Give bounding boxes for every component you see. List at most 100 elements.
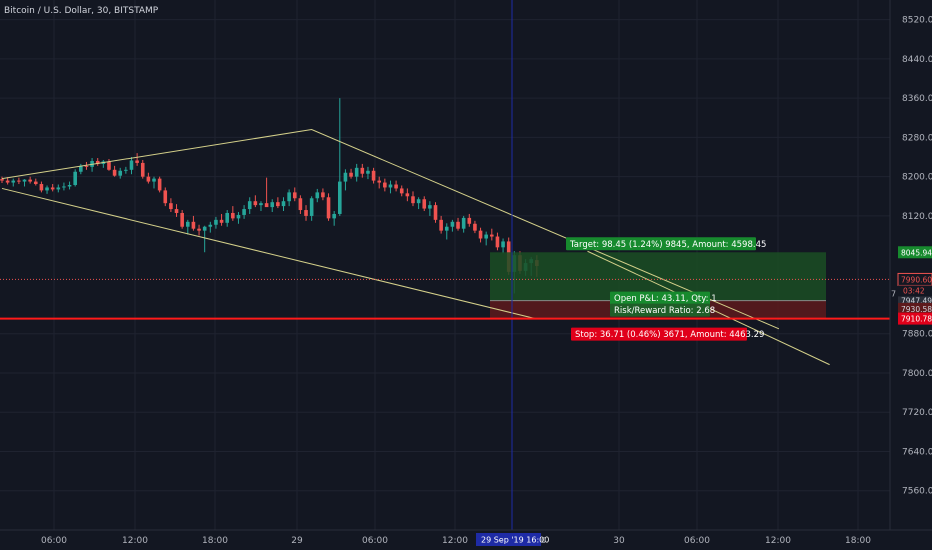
- candle-body: [315, 192, 320, 199]
- price-tick-label: 7560.00: [902, 487, 932, 497]
- candle-body: [169, 203, 173, 210]
- candle-body: [185, 221, 190, 227]
- price-tick-label: 8120.00: [902, 212, 932, 222]
- candle-body: [304, 210, 308, 216]
- candle-body: [439, 219, 443, 231]
- price-tick-label: 8360.00: [902, 94, 932, 104]
- time-tick-label: 30: [613, 536, 625, 546]
- candle-body: [225, 212, 229, 223]
- price-axis-marker: [898, 312, 932, 325]
- candle-body: [309, 198, 314, 216]
- candle-body: [146, 176, 151, 182]
- candle-body: [405, 193, 410, 197]
- price-tick-label: 8520.00: [902, 16, 932, 26]
- chart-title: Bitcoin / U.S. Dollar, 30, BITSTAMP: [4, 6, 159, 16]
- risk-reward-label-box: [610, 303, 710, 317]
- candle-body: [450, 221, 455, 227]
- candle-body: [388, 184, 393, 188]
- price-tick-label: 7880.00: [902, 330, 932, 340]
- countdown-text: 03:42: [903, 286, 925, 295]
- candle-body: [236, 214, 241, 219]
- price-axis-marker: [898, 302, 932, 315]
- trend-line: [1, 129, 780, 330]
- candle-body: [377, 180, 382, 183]
- candle-body: [321, 192, 325, 198]
- candle-body: [495, 236, 500, 248]
- time-tick-label: 12:00: [442, 536, 468, 546]
- candle-body: [501, 241, 505, 248]
- price-tick-label: 7640.00: [902, 447, 932, 457]
- candle-body: [22, 179, 27, 182]
- candle-body: [118, 170, 123, 176]
- candle-body: [366, 170, 370, 174]
- cursor-time-box: [476, 533, 541, 546]
- candle-body: [84, 165, 89, 167]
- time-tick-label: 06:00: [684, 536, 710, 546]
- candle-body: [259, 203, 263, 206]
- candle-body: [456, 221, 460, 229]
- candle-body: [152, 178, 156, 182]
- stop-label-text: Stop: 36.71 (0.46%) 3671, Amount: 4463.2…: [575, 330, 764, 340]
- candle-body: [214, 219, 218, 225]
- candle-body: [360, 167, 365, 174]
- candle-body: [33, 181, 38, 185]
- time-axis[interactable]: 06:00 12:00 18:00 29 06:00 12:00 30 06:00 12:00 1…: [0, 529, 932, 550]
- candle-body: [17, 180, 21, 182]
- candle-body: [242, 209, 246, 215]
- candle-body: [28, 179, 32, 182]
- time-tick-label: 18:00: [202, 536, 228, 546]
- candle-body: [163, 190, 168, 204]
- candle-body: [411, 196, 415, 204]
- pnl-label-box: [610, 291, 710, 305]
- candle-body: [73, 171, 77, 186]
- candle-body: [208, 224, 213, 227]
- time-tick-label: 06:00: [41, 536, 67, 546]
- price-tick-label: 8280.00: [902, 133, 932, 143]
- candle-body: [219, 219, 224, 223]
- price-tick-label: 8200.00: [902, 173, 932, 183]
- candle-body: [45, 187, 49, 191]
- candle-body: [349, 172, 353, 177]
- candle-body: [433, 205, 438, 220]
- candle-body: [56, 187, 61, 190]
- candle-body: [253, 201, 258, 206]
- candle-body: [39, 184, 44, 191]
- candle-body: [399, 188, 404, 194]
- position-labels: Target: 98.45 (1.24%) 9845, Amount: 4598…: [566, 237, 766, 341]
- candle-body: [202, 226, 207, 231]
- candle-body: [140, 162, 145, 177]
- cursor-time-text: 29 Sep '19 16:00: [481, 536, 549, 545]
- candle-body: [5, 180, 10, 183]
- time-tick-label: 29: [291, 536, 303, 546]
- candle-body: [129, 160, 134, 170]
- candle-body: [416, 199, 421, 204]
- candle-body: [191, 221, 196, 229]
- candle-body: [231, 212, 235, 219]
- grid-lines: [0, 0, 890, 530]
- candle-body: [112, 169, 117, 176]
- candle-body: [11, 180, 16, 183]
- candle-body: [371, 170, 376, 181]
- target-label-text: Target: 98.45 (1.24%) 9845, Amount: 4598…: [569, 240, 766, 250]
- candle-body: [326, 197, 331, 219]
- time-tick-label: 18:00: [845, 536, 871, 546]
- time-axis-background: [0, 530, 932, 550]
- price-axis-marker-text: 7947.49: [901, 297, 932, 306]
- candle-body: [281, 201, 286, 207]
- price-tick-label: 7800.00: [902, 369, 932, 379]
- risk-reward-label-text: Risk/Reward Ratio: 2.68: [614, 306, 715, 316]
- candle-body: [298, 198, 303, 211]
- candle-body: [157, 178, 162, 191]
- candle-body: [343, 172, 348, 182]
- trend-line: [1, 187, 537, 320]
- candle-body: [467, 217, 472, 224]
- partial-price-label: 7: [891, 290, 896, 299]
- candle-body: [428, 205, 432, 209]
- candle-body: [62, 186, 66, 188]
- candle-body: [478, 230, 483, 239]
- candle-body: [490, 234, 494, 237]
- price-axis[interactable]: 8520.00 8440.00 8360.00 8280.00 8200.00 8120.…: [889, 0, 932, 550]
- countdown-box: [898, 285, 932, 297]
- candle-body: [461, 217, 466, 229]
